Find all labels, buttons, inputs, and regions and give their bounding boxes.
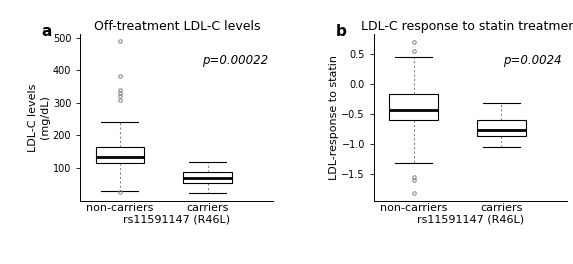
Y-axis label: LDL-C levels
(mg/dL): LDL-C levels (mg/dL) [28,83,50,152]
X-axis label: rs11591147 (R46L): rs11591147 (R46L) [417,215,524,225]
Bar [390,94,438,120]
X-axis label: rs11591147 (R46L): rs11591147 (R46L) [123,215,230,225]
Bar [96,148,144,163]
Text: a: a [42,24,52,39]
Text: p=0.0024: p=0.0024 [503,54,562,67]
Bar [477,120,525,136]
Text: b: b [335,24,346,39]
Title: LDL-C response to statin treatment: LDL-C response to statin treatment [360,20,573,33]
Title: Off-treatment LDL-C levels: Off-treatment LDL-C levels [93,20,260,33]
Y-axis label: LDL-response to statin: LDL-response to statin [329,55,339,180]
Text: p=0.00022: p=0.00022 [202,54,268,67]
Bar [183,172,231,183]
